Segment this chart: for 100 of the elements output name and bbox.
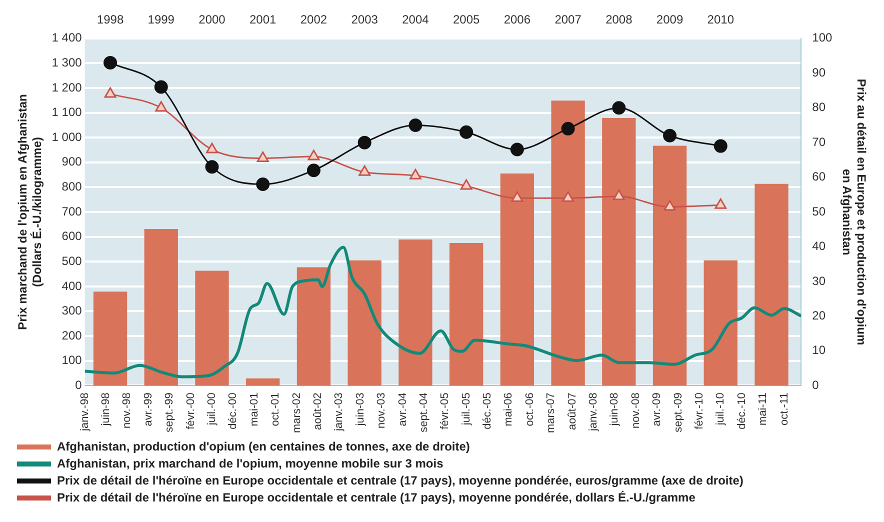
bar — [754, 184, 788, 386]
y2-tick-label: 40 — [812, 239, 826, 254]
x-tick-label: janv.-03 — [333, 392, 346, 432]
x-tick-label: déc.-00 — [227, 392, 240, 430]
x2-tick-label: 2002 — [300, 12, 328, 27]
x2-tick-label: 2004 — [402, 12, 430, 27]
y-tick-label: 100 — [62, 353, 82, 368]
x2-tick-label: 2006 — [504, 12, 531, 27]
y-tick-label: 400 — [62, 278, 82, 293]
y-tick-label: 800 — [62, 180, 82, 194]
y2-tick-label: 10 — [812, 343, 826, 358]
point — [714, 139, 728, 153]
bar — [551, 100, 585, 386]
point — [510, 142, 524, 156]
x-tick-label: mai-06 — [502, 392, 515, 426]
x-tick-label: juil.-05 — [460, 392, 472, 426]
x2-tick-label: 1999 — [148, 12, 175, 27]
point — [663, 128, 677, 142]
point — [256, 178, 270, 191]
x-tick-label: févr.-00 — [184, 392, 197, 430]
point — [155, 101, 168, 112]
point — [256, 151, 269, 162]
y-tick-label: 300 — [62, 304, 82, 318]
bar — [602, 118, 636, 386]
bar — [144, 229, 178, 386]
bar — [246, 378, 280, 386]
x-tick-label: déc.-10 — [736, 392, 748, 430]
y2-tick-label: 60 — [812, 170, 826, 184]
point — [358, 136, 372, 150]
x2-tick-label: 2003 — [351, 12, 378, 27]
x2-tick-label: 2005 — [452, 12, 480, 27]
y2-tick-label: 80 — [812, 100, 826, 114]
x2-tick-label: 2008 — [606, 12, 633, 27]
y2-tick-label: 20 — [812, 308, 826, 323]
x-tick-label: janv.-08 — [588, 392, 600, 432]
x-tick-label: nov.-08 — [630, 392, 642, 429]
point — [104, 56, 118, 70]
y-tick-label: 1 000 — [52, 130, 82, 144]
x-tick-label: févr.-05 — [439, 392, 452, 430]
y-tick-label: 0 — [75, 378, 82, 392]
y-axis-title: Prix marchand de l'opium en Afghanistan (Dollars É.-U./kilogramme) — [16, 94, 44, 330]
x2-tick-label: 2010 — [707, 12, 734, 27]
y-tick-label: 1 200 — [52, 80, 82, 94]
legend-label: Prix de détail de l'héroïne en Europe occidentale et centrale (17 pays), moyenne pondérée, dollars É.-U./gramme — [57, 490, 696, 504]
bar — [449, 242, 484, 386]
y2-tick-label: 70 — [812, 134, 826, 149]
legend-label: Afghanistan, production d'opium (en centaines de tonnes, axe de droite) — [57, 439, 470, 454]
bar — [296, 267, 331, 386]
y-tick-label: 600 — [62, 229, 82, 244]
point — [154, 80, 168, 94]
x-tick-label: mai-01 — [248, 392, 260, 426]
point — [714, 198, 727, 209]
point — [358, 165, 371, 176]
x-tick-label: avr.-99 — [142, 392, 154, 426]
point — [306, 164, 320, 178]
x-tick-label: oct.-01 — [270, 392, 282, 426]
y-tick-label: 1 100 — [52, 105, 82, 120]
x-tick-label: sept.-09 — [672, 392, 684, 432]
x2-tick-label: 2009 — [656, 12, 684, 27]
x-tick-label: nov.-98 — [121, 392, 134, 429]
point — [308, 150, 320, 160]
bar — [195, 270, 229, 386]
y2-axis-title: Prix au détail en Europe et production d'opium en Afghanistan — [840, 78, 868, 346]
point — [561, 122, 575, 136]
y-tick-label: 1 400 — [52, 30, 82, 45]
x-tick-label: juin-03 — [354, 392, 366, 427]
x-tick-label: oct.-11 — [778, 392, 790, 426]
point — [206, 142, 218, 154]
x-tick-label: sept.-04 — [418, 392, 430, 432]
y2-tick-label: 100 — [812, 30, 833, 45]
x-tick-label: août-07 — [566, 392, 578, 430]
y2-tick-label: 90 — [812, 65, 826, 80]
x-tick-label: mars-02 — [290, 392, 303, 433]
x-tick-label: févr.-10 — [693, 392, 706, 430]
legend-label: Afghanistan, prix marchand de l'opium, moyenne mobile sur 3 mois — [57, 456, 444, 470]
point — [104, 87, 116, 98]
bar — [704, 260, 738, 386]
point — [664, 200, 676, 211]
x-tick-label: oct.-06 — [524, 392, 536, 426]
y2-tick-label: 50 — [812, 204, 826, 218]
y-tick-label: 900 — [62, 154, 82, 169]
x2-tick-label: 1998 — [96, 12, 124, 27]
point — [511, 191, 524, 202]
bar — [398, 239, 432, 386]
bar — [93, 292, 128, 386]
x-tick-label: juil.-00 — [206, 392, 218, 426]
y2-tick-label: 30 — [812, 274, 826, 288]
x2-tick-label: 2007 — [554, 12, 582, 27]
x-tick-label: nov.-03 — [376, 392, 388, 429]
x-tick-label: mars-07 — [545, 392, 558, 433]
y-tick-label: 500 — [62, 254, 82, 268]
bar — [348, 260, 382, 386]
x-tick-label: avr.-09 — [651, 392, 664, 426]
x2-tick-label: 2000 — [198, 12, 226, 27]
point — [460, 125, 474, 139]
point — [562, 191, 574, 202]
point — [460, 179, 472, 190]
x-tick-label: août-02 — [312, 392, 324, 430]
y-tick-label: 200 — [62, 328, 82, 342]
y-tick-label: 1 300 — [52, 56, 82, 70]
